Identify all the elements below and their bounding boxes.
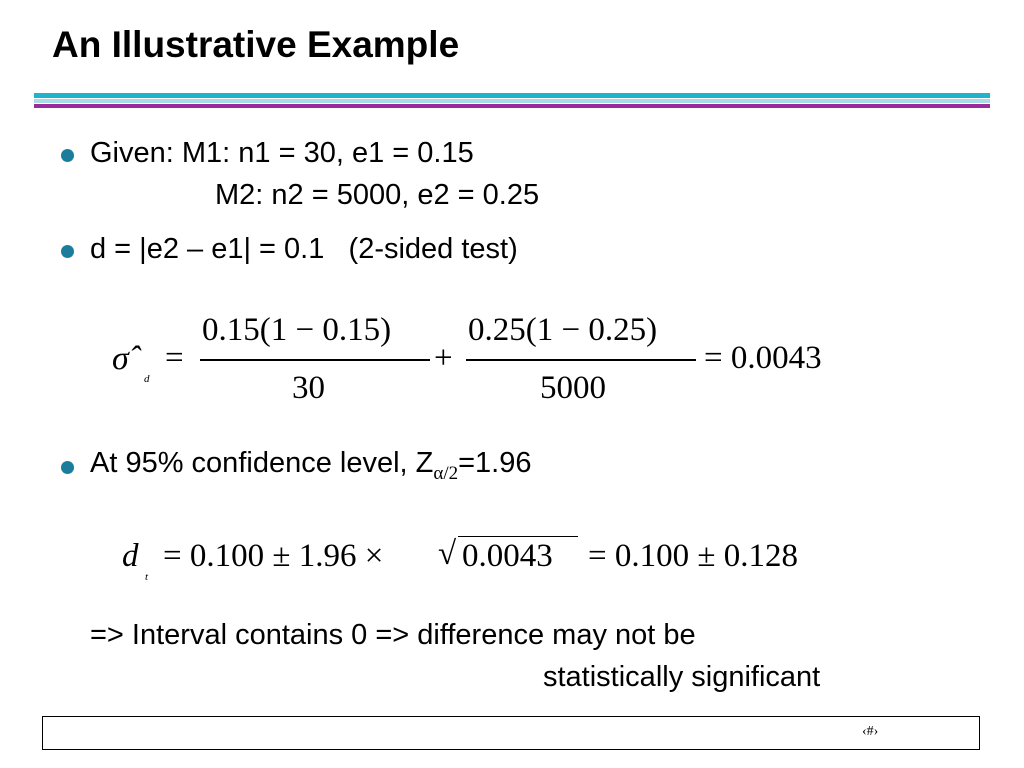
fraction-bar-2 — [466, 359, 696, 361]
interval-expression-b: = 0.100 ± 0.128 — [588, 538, 798, 574]
confidence-line: At 95% confidence level, Zα/2=1.96 — [90, 447, 531, 485]
bullet-dot — [61, 461, 74, 474]
title-rule-light — [34, 99, 990, 103]
sqrt-sign: √ — [438, 536, 457, 572]
footer-box — [42, 716, 980, 750]
given-line-2: M2: n2 = 5000, e2 = 0.25 — [215, 179, 540, 211]
conclusion-line-1: => Interval contains 0 => difference may… — [90, 619, 696, 651]
dt-subscript: t — [145, 571, 149, 583]
sqrt-radicand: 0.0043 — [462, 538, 553, 574]
bullet-dot — [61, 245, 74, 258]
sigma-subscript: d — [144, 373, 150, 385]
variance-result: = 0.0043 — [704, 340, 822, 376]
fraction-bar-1 — [200, 359, 430, 361]
bullet-dot — [61, 149, 74, 162]
difference-line: d = |e2 – e1| = 0.1 (2-sided test) — [90, 233, 518, 265]
sigma-hat: σ̂ — [112, 340, 129, 377]
plus-sign: + — [434, 340, 453, 376]
interval-expression-a: = 0.100 ± 1.96 × — [163, 538, 384, 574]
alpha-subscript: α/2 — [433, 462, 459, 484]
confidence-prefix: At 95% confidence level, Z — [90, 447, 434, 479]
title-rule-cyan — [34, 93, 990, 98]
denominator-2: 5000 — [540, 370, 606, 406]
denominator-1: 30 — [292, 370, 325, 406]
numerator-2: 0.25(1 − 0.25) — [468, 312, 658, 348]
slide-title: An Illustrative Example — [52, 24, 460, 65]
equals-sign: = — [165, 340, 184, 376]
numerator-1: 0.15(1 − 0.15) — [202, 312, 392, 348]
title-rule-purple — [34, 104, 990, 108]
given-line-1: Given: M1: n1 = 30, e1 = 0.15 — [90, 137, 474, 169]
conclusion-line-2: statistically significant — [543, 661, 821, 693]
confidence-suffix: =1.96 — [458, 447, 532, 479]
slide-number: ‹#› — [862, 724, 879, 739]
sqrt-overline — [458, 536, 578, 538]
dt-symbol: d — [122, 538, 139, 574]
